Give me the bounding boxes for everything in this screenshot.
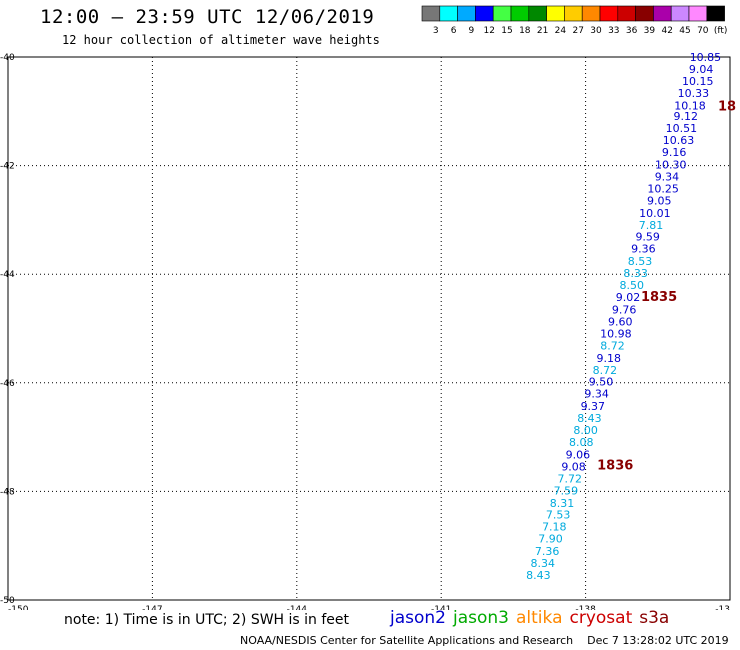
color-scale-label: 36 [626,26,638,35]
color-scale-label: 18 [519,26,531,35]
satellite-legend: jason2 jason3 altika cryosat s3a [390,608,676,628]
color-scale-label: 27 [572,26,583,35]
swh-value: 7.72 [557,472,582,485]
timestamp: Dec 7 13:28:02 UTC 2019 [587,634,729,647]
color-scale-label: 9 [469,26,475,35]
color-scale-label: 39 [644,26,656,35]
legend-s3a: s3a [639,608,670,628]
swh-value: 9.04 [689,63,714,76]
swh-value: 8.31 [550,497,575,510]
swh-value: 7.90 [538,533,563,546]
swh-value: 8.34 [531,557,556,570]
time-label: 1835 [641,290,677,305]
swh-value: 8.53 [628,255,653,268]
page-subtitle: 12 hour collection of altimeter wave hei… [62,33,380,47]
swh-value: 9.34 [655,170,680,183]
swh-value: 10.01 [639,207,671,220]
swh-value: 9.36 [631,243,656,256]
footnote: note: 1) Time is in UTC; 2) SWH is in fe… [64,612,350,628]
swh-value: 8.08 [569,436,594,449]
color-swatch [706,5,725,22]
lon-tick-label: -13 [715,605,730,610]
swh-value: 8.43 [577,412,602,425]
lat-tick-label: -48 [0,487,15,497]
color-scale-label: 42 [661,26,672,35]
swh-value: 9.12 [673,110,698,123]
swh-value: 10.51 [666,122,698,135]
swh-value: 8.43 [526,569,551,582]
swh-value: 10.63 [663,134,695,147]
axis-tick-labels: -150 -147 -144 -141 -138 -13 -40 -42 -44 -46 -48 -5… [0,53,730,610]
map-grid [8,57,730,600]
swh-value: 8.50 [620,279,645,292]
swh-value: 9.60 [608,315,633,328]
swh-value: 9.76 [612,303,637,316]
map-frame [7,56,731,601]
swh-value: 9.34 [584,388,609,401]
swh-value: 9.18 [596,352,621,365]
swh-value: 9.05 [647,194,672,207]
swh-value: 9.06 [566,448,591,461]
swh-value: 8.33 [623,267,648,280]
color-scale-label: 24 [555,26,567,35]
color-scale-label: 12 [483,26,494,35]
wave-height-map: -150 -147 -144 -141 -138 -13 -40 -42 -44 -46 -48 -5… [0,51,736,610]
swh-value: 10.25 [647,182,679,195]
swh-value: 7.53 [546,509,571,522]
swh-value: 9.02 [616,291,641,304]
swh-value: 8.72 [600,339,625,352]
swh-value: 10.85 [690,51,722,64]
swh-value: 9.08 [561,460,586,473]
color-scale-label: 21 [537,26,548,35]
credit-line: NOAA/NESDIS Center for Satellite Applica… [240,634,729,647]
lat-tick-label: -40 [0,53,15,63]
swh-value: 10.98 [600,327,632,340]
color-scale-label: (ft) [714,26,728,35]
swh-value: 7.59 [554,484,579,497]
color-scale-label: 6 [451,26,457,35]
swh-value: 7.81 [639,219,664,232]
swh-value: 7.18 [542,521,567,534]
swh-track: 10.859.0410.1510.3310.189.1210.5110.639.… [526,51,721,582]
swh-value: 8.00 [573,424,598,437]
color-scale-label: 45 [679,26,690,35]
credit-text: NOAA/NESDIS Center for Satellite Applica… [240,634,574,647]
legend-altika: altika [516,608,563,628]
legend-cryosat: cryosat [569,608,633,628]
color-scale-label: 30 [590,26,602,35]
swh-value: 10.18 [674,99,706,112]
lon-tick-label: -141 [431,605,451,610]
lat-tick-label: -50 [0,596,15,606]
swh-value: 10.15 [682,75,714,88]
swh-value: 10.33 [678,87,710,100]
time-label: 18 [718,99,736,114]
color-scale-label: 70 [697,26,709,35]
swh-value: 9.59 [635,231,660,244]
color-scale-label: 15 [501,26,512,35]
color-scale-label: 3 [433,26,439,35]
color-scale-label: 33 [608,26,619,35]
time-labels: 18 1835 1836 [597,99,736,473]
color-scale-bar: 3 6 9 12 15 18 21 24 27 30 33 36 39 42 45 70 (ft) [421,5,728,35]
lon-tick-label: -138 [575,605,596,610]
swh-value: 9.16 [662,146,687,159]
swh-value: 8.72 [593,364,618,377]
time-label: 1836 [597,458,633,473]
swh-value: 7.36 [535,545,560,558]
lat-tick-label: -44 [0,270,15,280]
swh-value: 9.37 [581,400,606,413]
legend-jason3: jason3 [453,608,509,628]
swh-value: 9.50 [589,376,614,389]
lon-tick-label: -150 [8,605,29,610]
swh-value: 10.30 [655,159,687,172]
lat-tick-label: -46 [0,379,15,389]
lon-tick-label: -147 [142,605,162,610]
page-title: 12:00 – 23:59 UTC 12/06/2019 [40,6,375,28]
legend-jason2: jason2 [390,608,446,628]
lon-tick-label: -144 [287,605,308,610]
lat-tick-label: -42 [0,162,15,172]
